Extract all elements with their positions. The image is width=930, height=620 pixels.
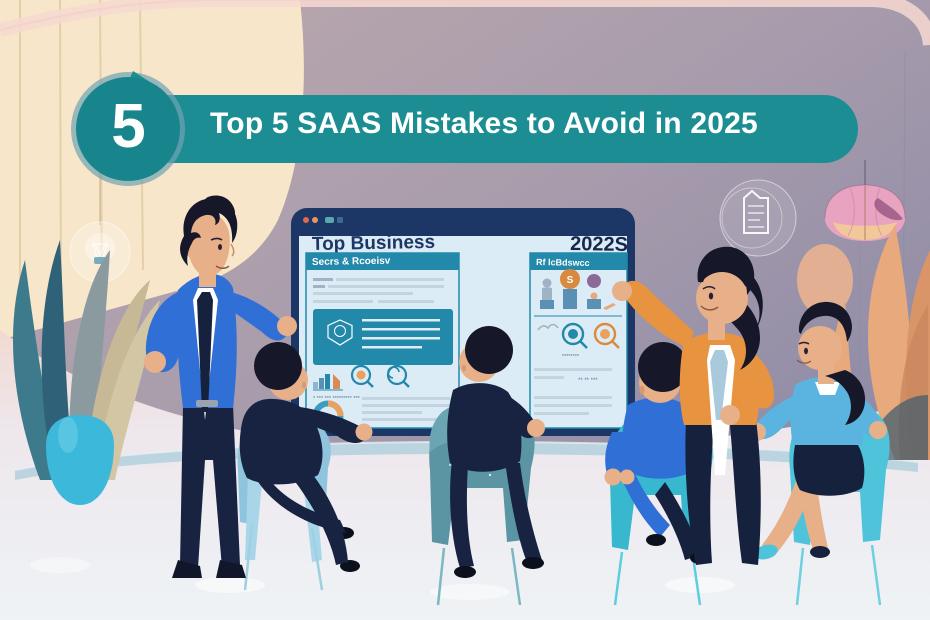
svg-text:* *** *** ********* ***: * *** *** ********* *** bbox=[313, 396, 361, 402]
svg-text:Top Business: Top Business bbox=[312, 232, 436, 255]
svg-text:Rf lcBdswcc: Rf lcBdswcc bbox=[536, 257, 590, 268]
svg-text:** ** ***: ** ** *** bbox=[578, 378, 598, 384]
svg-text:********: ******** bbox=[562, 354, 580, 360]
svg-text:Secrs & Rcoeisv: Secrs & Rcoeisv bbox=[312, 256, 391, 268]
svg-text:S: S bbox=[567, 275, 574, 286]
